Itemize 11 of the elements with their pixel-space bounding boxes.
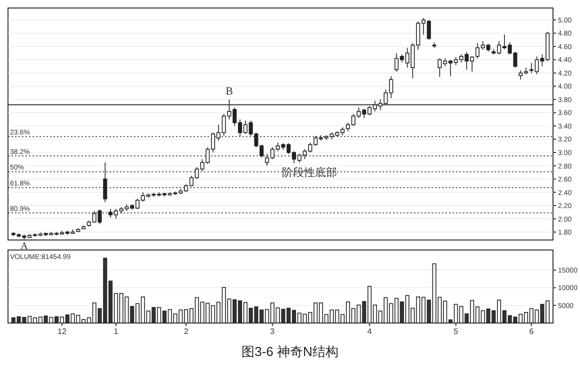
x-tick-label: 3 [270, 327, 276, 336]
x-tick-label: 5 [454, 327, 459, 336]
annotation: A [20, 241, 29, 252]
caption: 图3-6 神奇N结构 [242, 344, 338, 359]
annotation: 阶段性底部 [282, 166, 337, 179]
x-tick-label: 1 [114, 327, 119, 336]
x-tick-label: 12 [58, 327, 67, 336]
annotation: B [226, 85, 233, 98]
x-tick-label: 4 [367, 327, 372, 336]
x-tick-label: 2 [184, 327, 189, 336]
x-tick-label: 6 [529, 327, 534, 336]
